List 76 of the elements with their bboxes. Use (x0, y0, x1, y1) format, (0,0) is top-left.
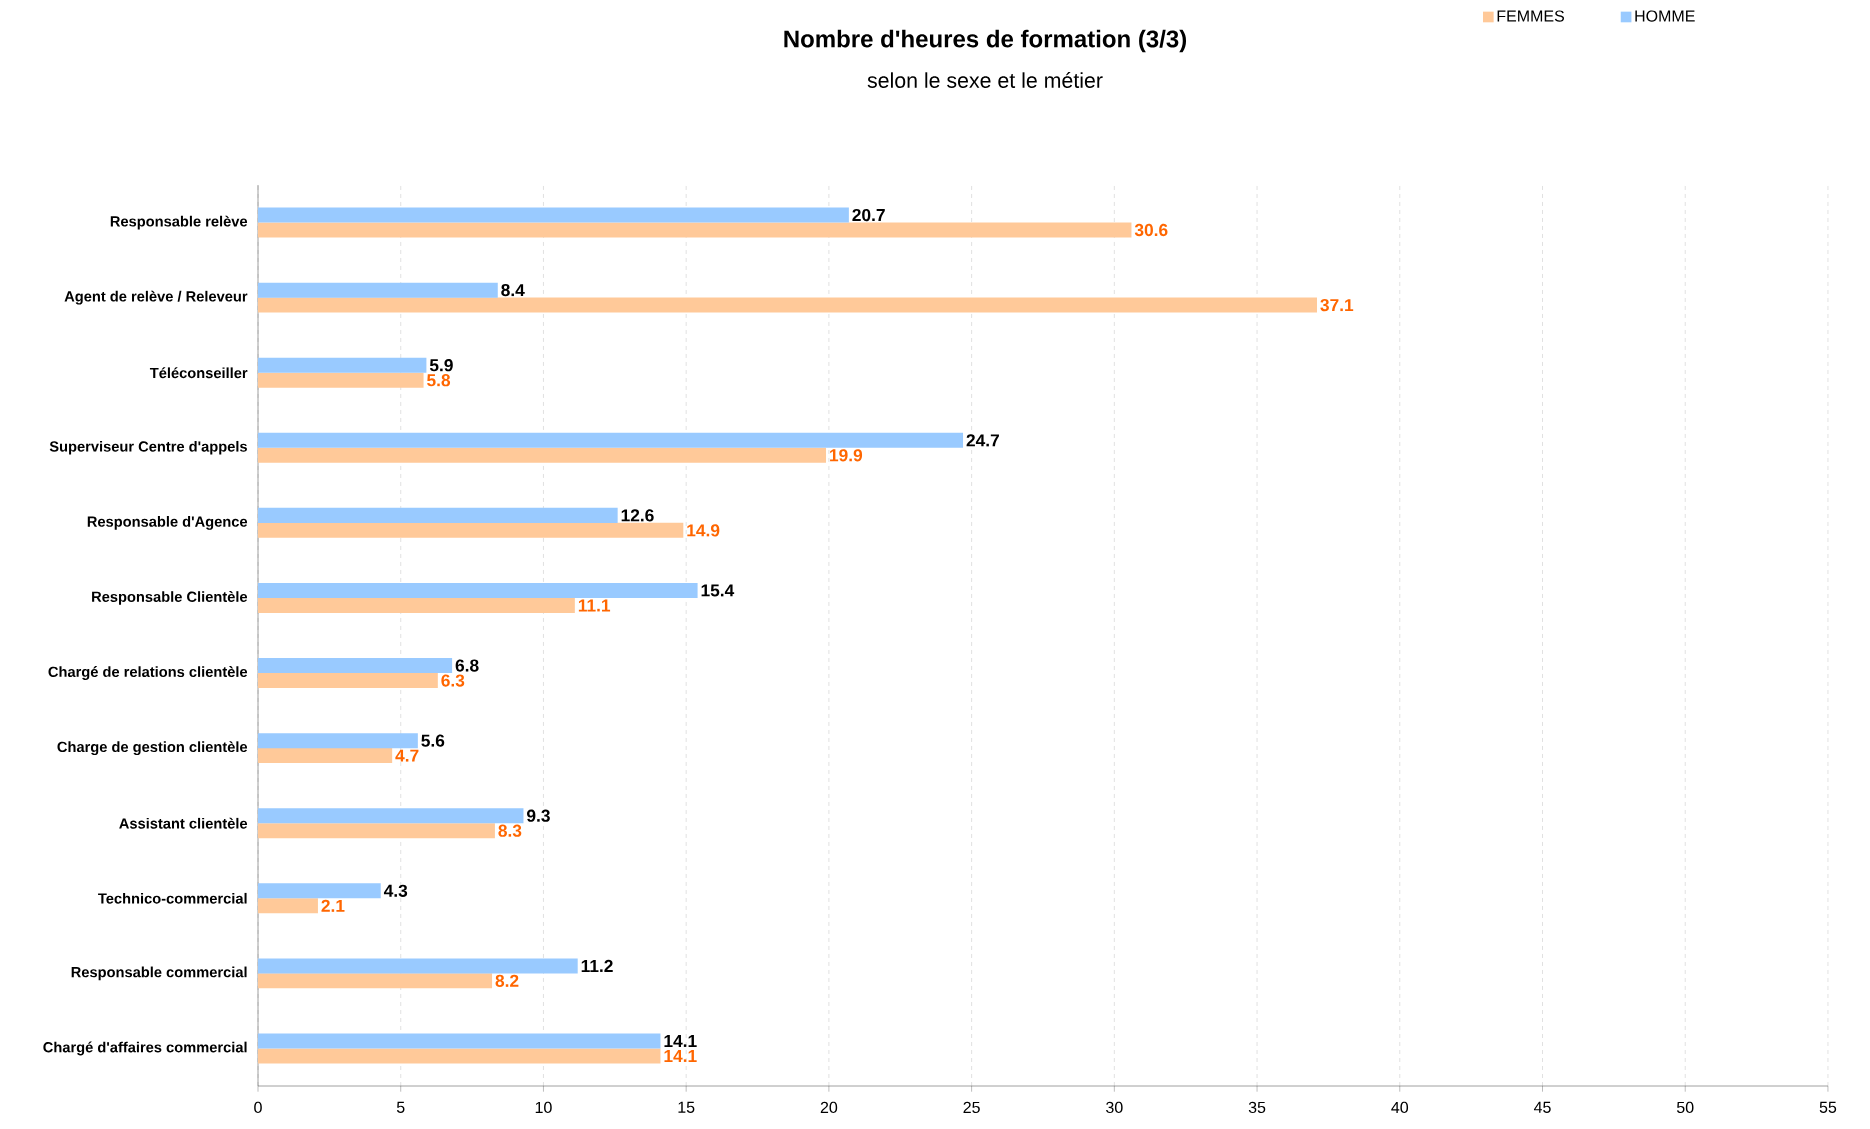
chart-title: Nombre d'heures de formation (3/3) (784, 29, 1187, 53)
bar (258, 222, 1132, 238)
bar (258, 658, 453, 674)
bar (258, 958, 578, 974)
bar (258, 823, 495, 839)
bar (258, 597, 575, 613)
legend-label: FEMMES (1497, 10, 1565, 22)
bar (258, 207, 849, 223)
bar (258, 748, 393, 764)
bar (258, 582, 698, 598)
bar (258, 808, 524, 824)
data-label: 14.9 (687, 524, 720, 537)
data-label: 11.2 (581, 959, 613, 972)
bar (258, 507, 618, 523)
data-label: 4.3 (383, 884, 408, 897)
x-tick-label: 20 (820, 1101, 838, 1114)
bar (258, 673, 438, 689)
legend-label: HOMME (1635, 10, 1695, 22)
x-tick-label: 25 (963, 1101, 980, 1114)
y-tick-label: Agent de relève / Releveur (64, 290, 248, 305)
bar (258, 357, 427, 373)
data-label: 8.2 (495, 974, 519, 987)
y-tick-label: Superviseur Centre d'appels (49, 440, 247, 455)
data-label: 5.9 (429, 359, 453, 372)
data-label: 15.4 (701, 584, 735, 597)
data-label: 30.6 (1134, 223, 1168, 237)
data-label: 14.1 (664, 1049, 697, 1062)
x-tick-label: 0 (254, 1101, 262, 1114)
x-tick-label: 40 (1391, 1101, 1409, 1114)
y-tick-label: Responsable relève (110, 215, 248, 230)
bar (258, 297, 1317, 313)
y-tick-label: Responsable commercial (71, 966, 247, 981)
y-tick-label: Assistant clientèle (119, 817, 248, 829)
data-label: 6.8 (455, 659, 479, 672)
x-tick-label: 10 (535, 1101, 552, 1114)
data-label: 37.1 (1320, 298, 1354, 312)
bar (258, 282, 498, 298)
data-label: 6.3 (441, 674, 465, 687)
bar (258, 432, 964, 448)
y-tick-label: Chargé d'affaires commercial (43, 1041, 247, 1056)
x-tick-label: 5 (396, 1101, 405, 1113)
data-label: 5.6 (421, 734, 445, 747)
y-tick-label: Chargé de relations clientèle (48, 666, 248, 680)
bar (258, 973, 493, 989)
bar (258, 733, 418, 749)
data-label: 11.1 (578, 599, 611, 612)
bar (258, 447, 827, 463)
bar (258, 898, 318, 914)
data-label: 12.6 (621, 509, 654, 522)
x-tick-label: 55 (1819, 1101, 1837, 1113)
data-label: 9.3 (527, 809, 550, 822)
y-tick-label: Responsable d'Agence (87, 516, 248, 530)
data-label: 2.1 (321, 899, 345, 912)
y-tick-label: Téléconseiller (149, 367, 248, 379)
data-label: 14.1 (664, 1035, 697, 1047)
y-tick-label: Responsable Clientèle (92, 591, 248, 605)
chart-subtitle: selon le sexe et le métier (867, 72, 1103, 88)
data-label: 20.7 (852, 208, 885, 222)
data-label: 8.3 (498, 824, 522, 837)
x-tick-label: 30 (1106, 1101, 1123, 1114)
x-tick-label: 45 (1533, 1101, 1551, 1113)
bar (258, 1048, 661, 1064)
data-label: 8.4 (501, 283, 525, 297)
y-tick-label: Technico-commercial (98, 892, 247, 904)
bar (258, 522, 684, 538)
bar (258, 883, 381, 899)
data-label: 24.7 (966, 434, 999, 447)
x-tick-label: 35 (1248, 1101, 1266, 1114)
bar (258, 1033, 661, 1049)
data-label: 4.7 (395, 749, 419, 762)
data-label: 5.8 (427, 374, 451, 387)
x-tick-label: 50 (1676, 1101, 1694, 1114)
data-label: 19.9 (830, 449, 863, 462)
y-tick-label: Charge de gestion clientèle (57, 741, 248, 756)
x-tick-label: 15 (678, 1101, 695, 1113)
bar (258, 372, 424, 388)
